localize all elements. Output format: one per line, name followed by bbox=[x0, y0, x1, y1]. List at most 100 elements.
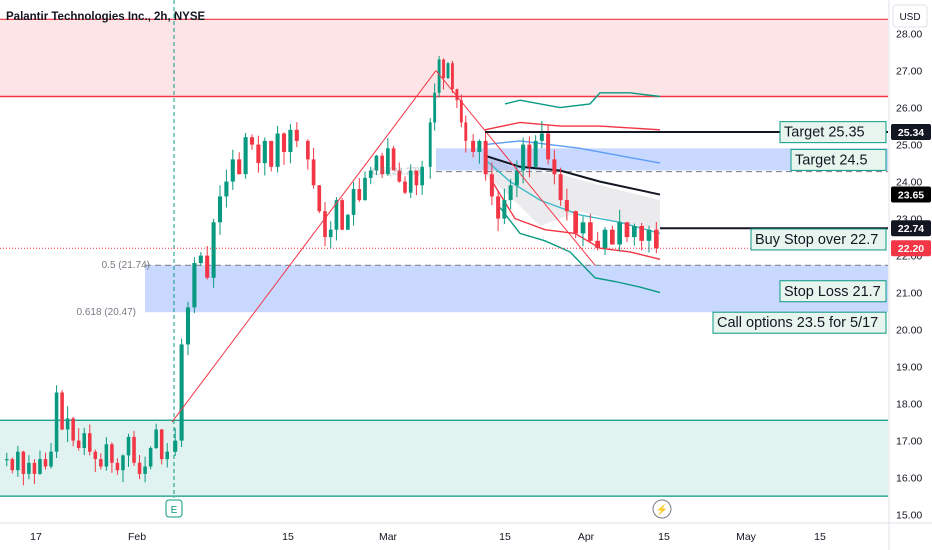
candle-body bbox=[414, 170, 419, 186]
candle-body bbox=[173, 440, 178, 452]
candle-body bbox=[433, 92, 437, 123]
candle-body bbox=[580, 222, 586, 234]
candle-body bbox=[192, 263, 197, 308]
candle-body bbox=[357, 189, 362, 201]
candle-body bbox=[558, 174, 563, 201]
price-label-bg bbox=[891, 240, 931, 257]
candle-body bbox=[552, 159, 557, 175]
candle-body bbox=[403, 181, 407, 193]
x-tick-label: 15 bbox=[282, 531, 294, 543]
candle-body bbox=[521, 144, 526, 171]
dividend-marker-bg bbox=[652, 499, 672, 519]
candle-body bbox=[249, 137, 255, 145]
candle-body bbox=[137, 462, 142, 474]
y-tick-label: 16.00 bbox=[896, 473, 922, 485]
candle-body bbox=[306, 140, 310, 160]
candle-body bbox=[374, 155, 379, 171]
candle-body bbox=[185, 307, 191, 345]
chart-title: Palantir Technologies Inc., 2h, NYSE bbox=[6, 11, 205, 23]
center-black-line bbox=[484, 154, 661, 196]
candle-body bbox=[159, 429, 164, 460]
candle-body bbox=[624, 222, 630, 238]
candle-body bbox=[587, 222, 593, 241]
annotation-box bbox=[779, 121, 887, 144]
x-tick-label: Mar bbox=[379, 531, 398, 543]
candle-body bbox=[4, 459, 9, 461]
candle-body bbox=[477, 140, 482, 152]
candle-body bbox=[514, 170, 519, 186]
candle-body bbox=[639, 226, 645, 241]
candle-body bbox=[437, 59, 441, 93]
candle-body bbox=[471, 140, 476, 152]
currency-button[interactable]: USD bbox=[892, 4, 928, 28]
candle-body bbox=[502, 200, 507, 219]
candle-body bbox=[442, 59, 445, 78]
vwap-band-fill bbox=[485, 155, 660, 230]
x-tick-label: 15 bbox=[814, 531, 826, 543]
indicator-bands bbox=[484, 92, 661, 294]
candle-body bbox=[230, 159, 235, 182]
candle-body bbox=[397, 170, 402, 182]
price-label-bg bbox=[891, 220, 931, 237]
price-label: 25.34 bbox=[898, 127, 924, 139]
candle-body bbox=[115, 462, 120, 471]
fib-label: 0.5 (21.74) bbox=[102, 260, 150, 271]
candle-body bbox=[483, 140, 488, 175]
candle-body bbox=[451, 63, 454, 90]
candle-body bbox=[317, 185, 322, 212]
y-tick-label: 20.00 bbox=[896, 325, 922, 337]
candle-body bbox=[154, 429, 158, 448]
candle-body bbox=[311, 159, 316, 186]
candle-body bbox=[224, 181, 229, 197]
candle-body bbox=[408, 170, 413, 193]
candle-body bbox=[464, 122, 468, 141]
candle-body bbox=[496, 196, 501, 219]
y-tick-label: 19.00 bbox=[896, 362, 922, 374]
annotation-text: Target 24.5 bbox=[795, 152, 868, 168]
candle-body bbox=[38, 459, 42, 474]
candle-body bbox=[334, 200, 339, 230]
candle-body bbox=[148, 448, 153, 467]
candle-body bbox=[420, 166, 424, 186]
candle-body bbox=[262, 140, 267, 164]
candle-body bbox=[49, 451, 53, 467]
y-tick-label: 24.00 bbox=[896, 177, 922, 189]
candle-body bbox=[455, 89, 459, 101]
candle-body bbox=[380, 155, 384, 175]
y-tick-label: 21.00 bbox=[896, 288, 922, 300]
candle-body bbox=[631, 226, 637, 238]
candle-body bbox=[32, 462, 37, 474]
candle-body bbox=[110, 444, 114, 463]
candle-body bbox=[126, 436, 131, 456]
candle-body bbox=[428, 122, 432, 167]
dividend-icon: ⚡ bbox=[656, 503, 668, 516]
annotation-text: Buy Stop over 22.7 bbox=[755, 232, 878, 248]
candle-body bbox=[386, 148, 390, 175]
candle-body bbox=[446, 63, 450, 78]
candle-body bbox=[281, 133, 287, 152]
candle-body bbox=[275, 133, 280, 167]
candle-body bbox=[527, 144, 532, 167]
annotation-text: Stop Loss 21.7 bbox=[784, 284, 881, 300]
annotation-box bbox=[712, 311, 887, 334]
candle-body bbox=[533, 140, 538, 167]
annotation-text: Target 25.35 bbox=[784, 125, 865, 141]
candle-body bbox=[564, 200, 569, 212]
annotations: Target 25.35 Target 24.5 Buy Stop over 22.… bbox=[165, 121, 887, 519]
candle-body bbox=[143, 466, 147, 474]
y-tick-label: 28.00 bbox=[896, 29, 922, 41]
y-tick-label: 26.00 bbox=[896, 103, 922, 115]
candle-body bbox=[508, 185, 513, 201]
candle-body bbox=[104, 444, 109, 467]
candle-body bbox=[10, 459, 15, 471]
candle-body bbox=[205, 255, 210, 278]
candle-body bbox=[269, 140, 274, 167]
y-tick-label: 25.00 bbox=[896, 140, 922, 152]
candle-body bbox=[653, 229, 659, 249]
candle-body bbox=[198, 255, 203, 263]
candle-body bbox=[288, 129, 293, 152]
candle-body bbox=[294, 129, 299, 141]
candle-body bbox=[121, 455, 125, 471]
